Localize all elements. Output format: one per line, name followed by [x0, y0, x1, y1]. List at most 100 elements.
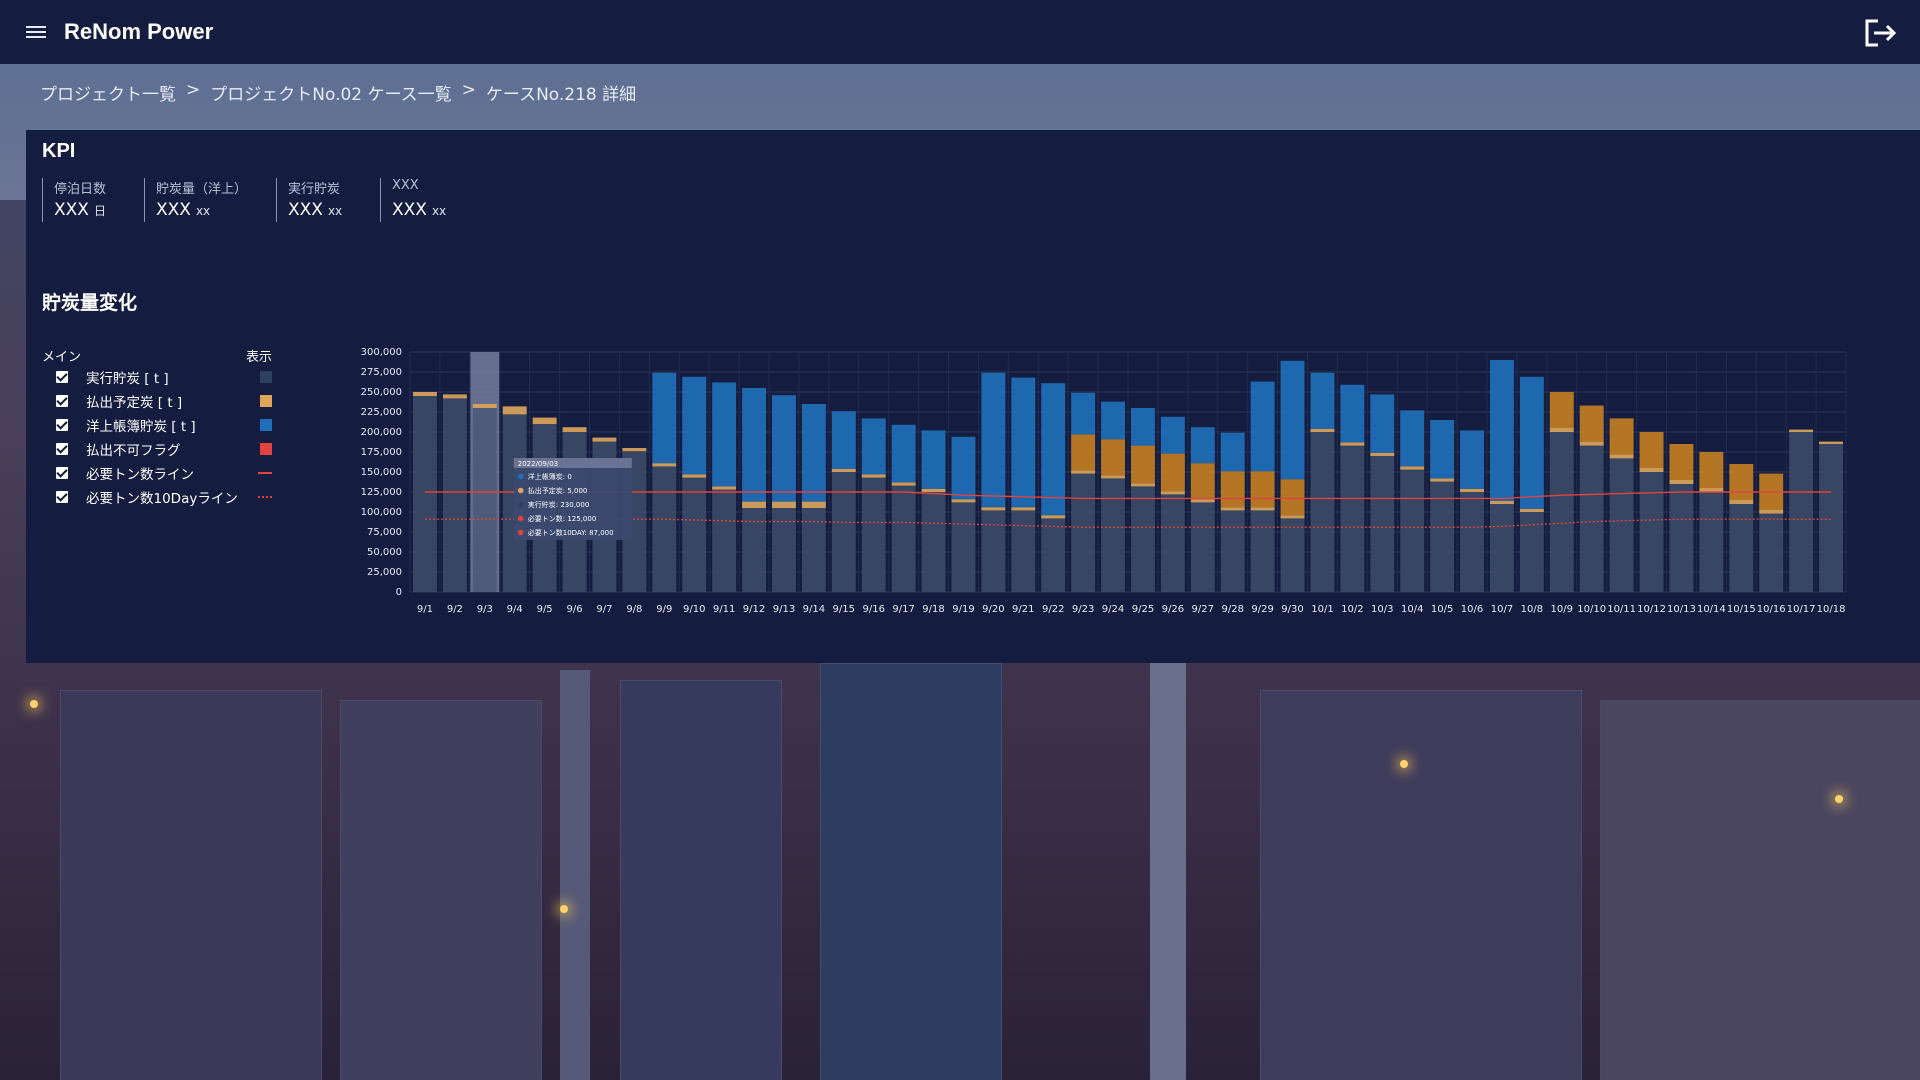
x-tick-label: 10/11	[1607, 604, 1636, 615]
bar-segment	[1280, 515, 1305, 519]
bar-segment	[1489, 360, 1514, 501]
bar-segment	[682, 474, 707, 478]
bar-segment	[1340, 445, 1365, 592]
pipe	[560, 670, 590, 1080]
legend-checkbox[interactable]	[56, 443, 68, 455]
y-tick-label: 0	[396, 587, 402, 598]
legend-checkbox[interactable]	[56, 491, 68, 503]
x-tick-label: 9/12	[743, 604, 765, 615]
kpi-value-wrap: XXX xx	[156, 200, 260, 220]
bar-segment	[1579, 445, 1604, 592]
x-tick-label: 10/12	[1637, 604, 1666, 615]
bar-segment	[921, 492, 946, 592]
bar-segment	[801, 508, 826, 592]
legend-label: 払出予定炭 [ t ]	[86, 395, 183, 411]
kpi-title: KPI	[42, 140, 76, 162]
menu-icon[interactable]	[26, 24, 46, 40]
bar-segment	[1190, 499, 1215, 503]
bar-segment	[1549, 432, 1574, 592]
legend-swatch	[260, 443, 272, 455]
light	[1400, 760, 1408, 768]
breadcrumb-separator: >	[186, 80, 201, 100]
bar-segment	[1789, 432, 1814, 592]
bar-segment	[1220, 432, 1245, 472]
x-tick-label: 9/21	[1012, 604, 1034, 615]
y-tick-label: 25,000	[367, 567, 402, 578]
stack	[1150, 663, 1186, 1080]
bar-segment	[891, 485, 916, 592]
tooltip-line: 必要トン数10DAY: 87,000	[528, 528, 614, 537]
y-tick-label: 125,000	[361, 487, 402, 498]
bar-segment	[472, 408, 497, 592]
bar-segment	[1190, 502, 1215, 592]
x-tick-label: 9/6	[566, 604, 582, 615]
bar-segment	[622, 448, 647, 452]
bar-segment	[1280, 360, 1305, 480]
y-tick-label: 75,000	[367, 527, 402, 538]
bar-segment	[1639, 468, 1664, 472]
bar-segment	[981, 510, 1006, 592]
stock-chart: 0 25,000 50,000 75,000 100,000 125,000 150,000…	[361, 347, 1847, 615]
tower	[820, 663, 1002, 1080]
bar-segment	[1220, 471, 1245, 508]
bar-segment	[1430, 478, 1455, 482]
breadcrumb-project-list[interactable]: プロジェクト一覧	[40, 85, 176, 105]
bar-segment	[1729, 504, 1754, 592]
x-tick-label: 10/13	[1667, 604, 1696, 615]
bar-segment	[1639, 472, 1664, 592]
logout-icon[interactable]	[1864, 18, 1898, 48]
bar-segment	[1579, 405, 1604, 442]
breadcrumb-case-list[interactable]: プロジェクトNo.02 ケース一覧	[210, 85, 452, 105]
y-tick-label: 300,000	[361, 347, 402, 358]
bar-segment	[1310, 372, 1335, 429]
bar-segment	[1071, 470, 1096, 474]
x-tick-label: 9/25	[1132, 604, 1154, 615]
legend-checkbox[interactable]	[56, 467, 68, 479]
x-tick-label: 9/29	[1251, 604, 1273, 615]
bar-segment	[742, 501, 767, 508]
bar-segment	[652, 372, 677, 464]
bar-segment	[1370, 452, 1395, 456]
bar-segment	[1160, 453, 1185, 492]
bar-segment	[592, 437, 617, 442]
kpi-unit: xx	[327, 204, 343, 218]
bar-segment	[1041, 518, 1066, 592]
bar-segment	[1011, 510, 1036, 592]
bar-segment	[1819, 441, 1844, 444]
legend-checkbox[interactable]	[56, 371, 68, 383]
bar-segment	[1430, 420, 1455, 479]
bar-segment	[1011, 377, 1036, 508]
bar-segment	[861, 474, 886, 478]
kpi-value: XXX	[54, 200, 89, 220]
x-tick-label: 10/1	[1311, 604, 1333, 615]
bar-segment	[831, 411, 856, 469]
bar-segment	[1310, 432, 1335, 592]
legend-header: メイン 表示	[42, 346, 272, 365]
bar-segment	[1190, 463, 1215, 500]
bar-segment	[1669, 484, 1694, 592]
building	[60, 690, 322, 1080]
x-tick-label: 9/20	[982, 604, 1004, 615]
series-legend: メイン 表示 実行貯炭 [ t ] 払出予定炭 [ t ] 洋上帳簿貯炭 [ t ]…	[42, 346, 292, 509]
tooltip-marker	[517, 473, 524, 480]
x-tick-label: 9/24	[1102, 604, 1124, 615]
bar-segment	[1101, 478, 1126, 592]
legend-swatch	[260, 395, 272, 407]
bar-segment	[1819, 444, 1844, 592]
bar-segment	[1041, 515, 1066, 519]
x-tick-label: 9/3	[477, 604, 493, 615]
required-tonnage-line	[424, 491, 1832, 500]
bar-segment	[981, 372, 1006, 508]
x-tick-label: 9/18	[922, 604, 944, 615]
breadcrumb: プロジェクト一覧 > プロジェクトNo.02 ケース一覧 > ケースNo.218…	[40, 80, 636, 105]
legend-checkbox[interactable]	[56, 395, 68, 407]
bar-segment	[831, 472, 856, 592]
x-tick-label: 10/9	[1551, 604, 1573, 615]
bar-segment	[981, 507, 1006, 511]
legend-header-main: メイン	[42, 350, 82, 365]
bar-segment	[891, 424, 916, 483]
y-tick-label: 275,000	[361, 367, 402, 378]
bar-segment	[861, 477, 886, 592]
legend-checkbox[interactable]	[56, 419, 68, 431]
bar-segment	[1789, 429, 1814, 432]
